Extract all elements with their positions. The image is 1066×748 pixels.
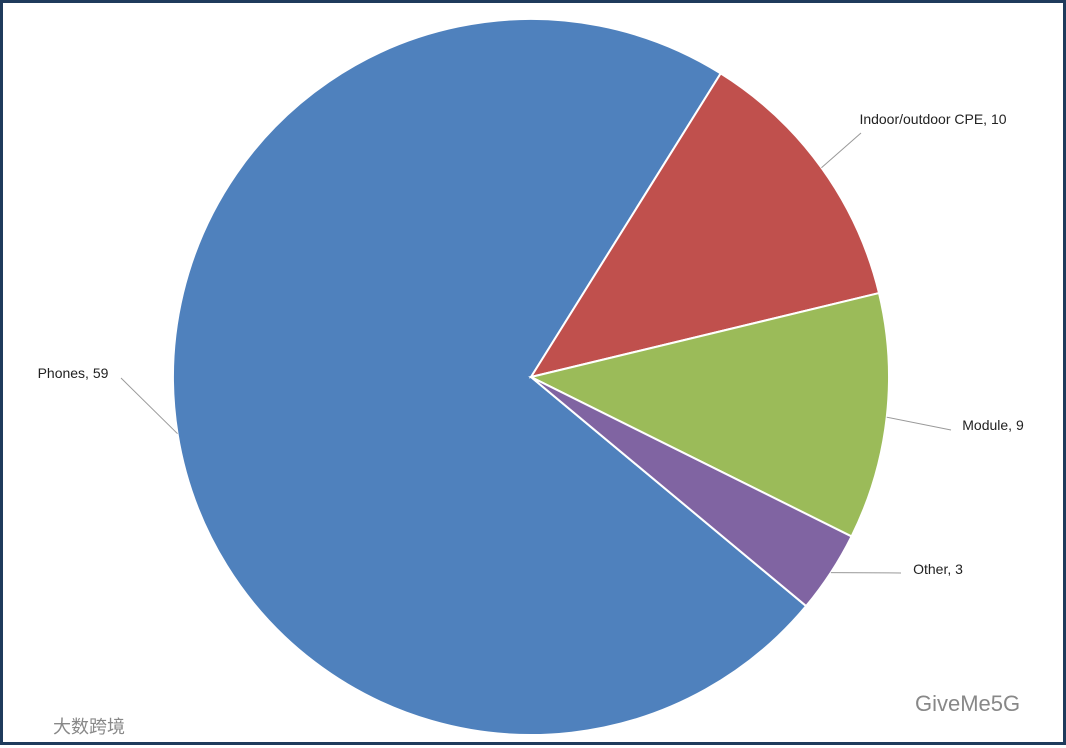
data-label: Phones, 59 xyxy=(23,363,123,383)
data-label: Module, 9 xyxy=(953,415,1033,435)
watermark: 大数跨境 xyxy=(53,713,125,739)
data-label: Other, 3 xyxy=(903,559,973,579)
watermark: GiveMe5G xyxy=(915,691,1020,717)
leader-line xyxy=(887,417,951,430)
leader-line xyxy=(821,133,861,168)
leader-line xyxy=(121,378,178,434)
data-label: Indoor/outdoor CPE, 10 xyxy=(853,109,1013,129)
